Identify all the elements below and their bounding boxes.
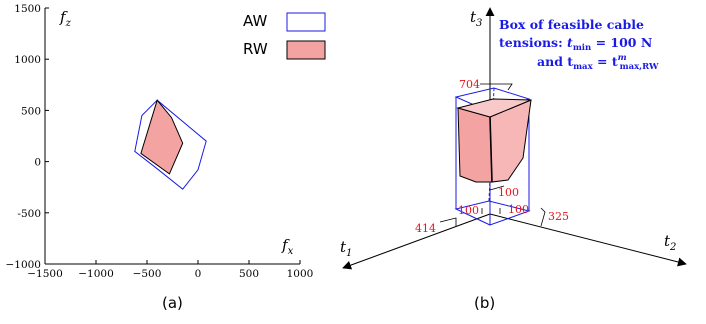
caption-b: (b) [474,294,495,312]
x-tick-label: −1500 [27,268,63,280]
tick-marks [44,7,301,265]
x-tick-label: 1000 [287,268,314,280]
label-100-right: 100 [508,203,529,216]
label-414: 414 [415,222,436,235]
legend-rw-label: RW [243,40,268,58]
label-325: 325 [548,210,569,223]
t2-label: t2 [664,232,676,253]
aw-polygon [134,99,207,190]
y-tick-label: −1000 [5,259,41,271]
label-100-left: 100 [458,204,479,217]
x-tick-label: 500 [239,268,259,280]
y-tick-label: 1000 [14,54,41,66]
t1-axis [342,213,491,270]
panel-a: −1500 −1000 −500 0 500 1000150010005000-500−1… [5,3,326,312]
legend-aw-swatch [286,12,326,32]
annotation-line-3: and tmax = tm max,RW [537,53,659,72]
rw-polygon [140,99,184,175]
x-tick-label: −1000 [78,268,114,280]
legend-rw-swatch [286,40,326,60]
panel-b: t3 t1 t2 [340,7,687,312]
caption-a: (a) [162,294,183,312]
legend: AW RW [243,12,326,60]
label-100-center: 100 [498,186,519,199]
y-tick-label: 500 [21,105,41,117]
y-tick-label: 0 [34,157,41,169]
x-axis-label: fx [281,236,294,257]
annotation-line-1: Box of feasible cable [499,17,644,32]
y-axis-label: fz [59,8,72,29]
t2-axis [489,213,687,267]
legend-aw-label: AW [243,12,267,30]
x-tick-label: −500 [133,268,162,280]
y-tick-label: -500 [17,208,41,220]
value-leaders [439,83,546,227]
box-annotation: Box of feasible cable tensions: tmin = 1… [499,17,659,72]
tick-labels: −1500 −1000 −500 0 500 1000150010005000-500−1… [5,3,313,280]
t3-label: t3 [470,8,482,29]
rw-polytope [456,98,532,183]
t1-label: t1 [340,238,352,259]
label-704: 704 [459,78,480,91]
y-tick-label: 1500 [14,3,41,15]
x-tick-label: 0 [195,268,202,280]
annotation-line-2: tensions: tmin = 100 N [499,35,652,53]
